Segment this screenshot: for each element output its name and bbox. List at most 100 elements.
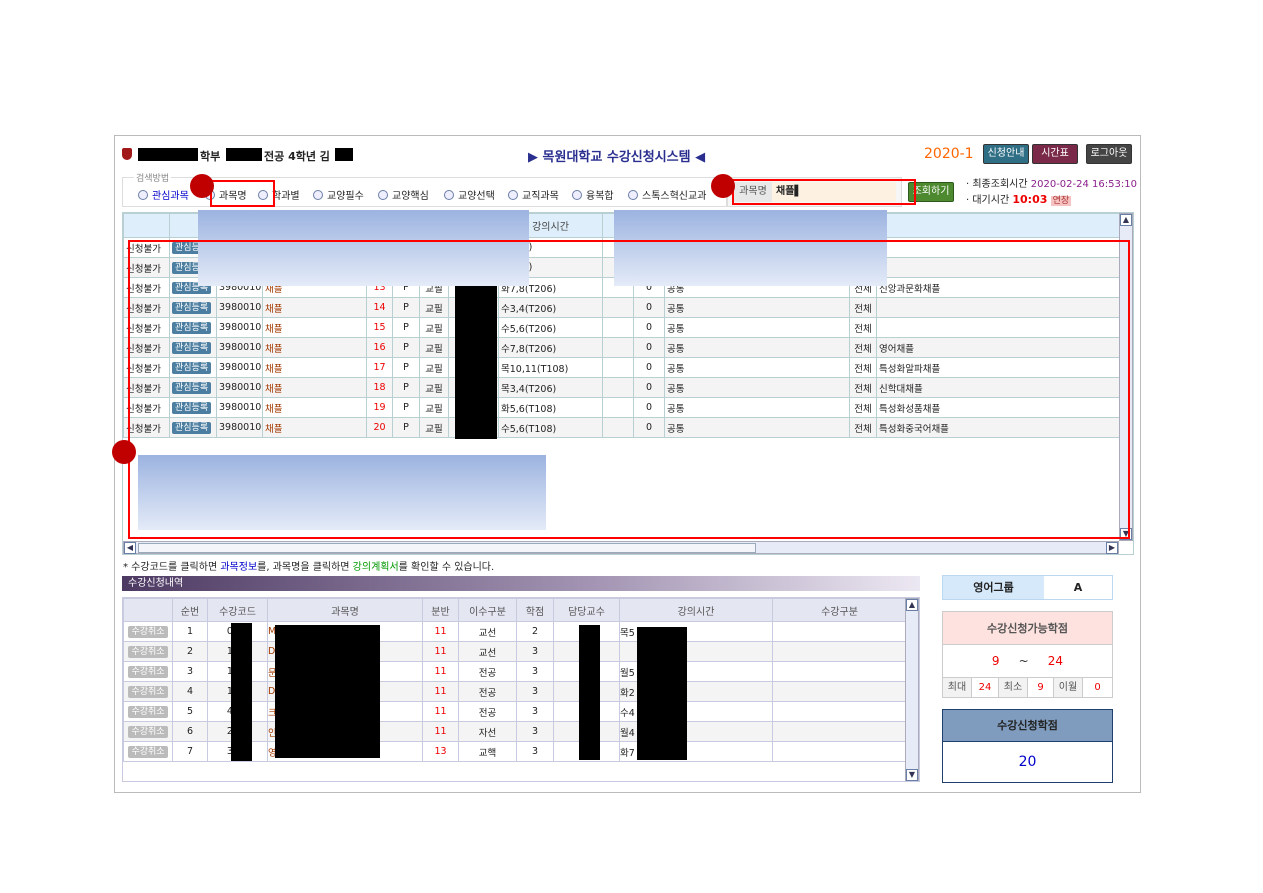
cell-text: 채플	[265, 303, 283, 315]
search-option[interactable]: 교양선택	[444, 187, 495, 202]
cell-text: 월5 )	[620, 667, 642, 679]
extend-button[interactable]: 연장	[1050, 196, 1072, 206]
cell-text: 교필	[425, 343, 443, 355]
interest-register-button[interactable]: 관심등록	[172, 361, 212, 374]
radio-icon[interactable]	[258, 190, 268, 200]
cell: 신청불가	[123, 297, 170, 318]
cell-text: 3980010	[219, 422, 262, 433]
v: 9	[1027, 678, 1053, 697]
l: 최소	[998, 678, 1027, 697]
cell: P	[392, 417, 420, 438]
search-option[interactable]: 교양필수	[313, 187, 364, 202]
table-row: 신청불가 관심등록 3980010 채플 19 P 교필 화5,6(T108) 0 공통 전체 특성화…	[123, 397, 1120, 418]
search-option[interactable]: 교직과목	[508, 187, 559, 202]
cell[interactable]: 채플	[262, 337, 367, 358]
cell: 수강취소	[123, 621, 173, 642]
cell[interactable]: 관심등록	[169, 417, 217, 438]
col-header: 강의시간	[619, 598, 773, 622]
cell: 영어채플	[876, 337, 1120, 358]
cell-text: P	[403, 422, 409, 433]
search-option[interactable]: 관심과목	[138, 187, 189, 202]
cell-text: 신청불가	[126, 403, 161, 415]
cell[interactable]: 관심등록	[169, 357, 217, 378]
guide-button[interactable]: 신청안내	[983, 144, 1029, 164]
scroll-up-icon[interactable]: ▲	[906, 599, 918, 611]
logout-button[interactable]: 로그아웃	[1086, 144, 1132, 164]
cell[interactable]: 3980010	[216, 377, 263, 398]
scroll-right-icon[interactable]: ▶	[1106, 542, 1118, 554]
cell[interactable]: 3980010	[216, 417, 263, 438]
cell[interactable]: 3980010	[216, 297, 263, 318]
interest-register-button[interactable]: 관심등록	[172, 301, 212, 314]
interest-register-button[interactable]: 관심등록	[172, 321, 212, 334]
cell: 목3,4(T206)	[498, 377, 603, 398]
cancel-course-button[interactable]: 수강취소	[128, 705, 168, 718]
cancel-course-button[interactable]: 수강취소	[128, 625, 168, 638]
cell[interactable]: 관심등록	[169, 297, 217, 318]
cell-text: 신청불가	[126, 283, 161, 295]
interest-register-button[interactable]: 관심등록	[172, 401, 212, 414]
cancel-course-button[interactable]: 수강취소	[128, 665, 168, 678]
timetable-button[interactable]: 시간표	[1032, 144, 1078, 164]
cell-text: 채플	[265, 283, 283, 295]
scroll-up-icon[interactable]: ▲	[1120, 214, 1132, 226]
radio-icon[interactable]	[378, 190, 388, 200]
cancel-course-button[interactable]: 수강취소	[128, 685, 168, 698]
redacted	[275, 625, 380, 758]
cell: 전공	[458, 661, 517, 682]
cell-text: 교필	[425, 363, 443, 375]
cell[interactable]: 채플	[262, 297, 367, 318]
radio-icon[interactable]	[444, 190, 454, 200]
scroll-down-icon[interactable]: ▼	[906, 769, 918, 781]
scroll-thumb[interactable]	[138, 543, 756, 553]
cell[interactable]: 관심등록	[169, 377, 217, 398]
radio-icon[interactable]	[138, 190, 148, 200]
cell-text: 11	[434, 686, 447, 697]
option-label: 과목명	[219, 191, 247, 202]
cell-text: 수5,6(T206)	[501, 323, 557, 335]
vertical-scrollbar[interactable]: ▲ ▼	[905, 598, 919, 781]
search-option[interactable]: 스톡스혁신교과	[628, 187, 706, 202]
cell[interactable]: 채플	[262, 417, 367, 438]
search-button[interactable]: 조회하기	[908, 182, 954, 202]
interest-register-button[interactable]: 관심등록	[172, 421, 212, 434]
radio-icon[interactable]	[313, 190, 323, 200]
cell-text: 3	[186, 666, 194, 677]
col-header: 담당교수	[553, 598, 620, 622]
search-option[interactable]: 융복합	[572, 187, 614, 202]
value: 2020-02-24 16:53:10	[1030, 179, 1137, 190]
cell: 2	[516, 621, 554, 642]
v: 24	[971, 678, 998, 697]
cancel-course-button[interactable]: 수강취소	[128, 725, 168, 738]
value: 10:03	[1012, 193, 1048, 206]
cell: 교필	[419, 417, 449, 438]
cell-text: 신학대채플	[879, 383, 923, 395]
cell: 교핵	[458, 741, 517, 762]
cell: 11	[422, 681, 459, 702]
cancel-course-button[interactable]: 수강취소	[128, 745, 168, 758]
radio-icon[interactable]	[508, 190, 518, 200]
radio-icon[interactable]	[572, 190, 582, 200]
cell[interactable]: 관심등록	[169, 337, 217, 358]
horizontal-scrollbar[interactable]: ◀ ▶	[123, 541, 1119, 554]
cell[interactable]: 관심등록	[169, 397, 217, 418]
cell-text: 신청불가	[126, 383, 161, 395]
course-name-input[interactable]: 채플▌	[772, 182, 896, 202]
cell-text: 문	[268, 667, 277, 679]
cell	[876, 257, 1120, 278]
interest-register-button[interactable]: 관심등록	[172, 381, 212, 394]
scroll-left-icon[interactable]: ◀	[124, 542, 136, 554]
cell-text: 교필	[425, 283, 443, 295]
page-title: ▶ 목원대학교 수강신청시스템 ◀	[528, 146, 705, 165]
search-option[interactable]: 학과별	[258, 187, 300, 202]
interest-register-button[interactable]: 관심등록	[172, 341, 212, 354]
v: 0	[1082, 678, 1112, 697]
radio-icon[interactable]	[628, 190, 638, 200]
cell[interactable]: 3980010	[216, 337, 263, 358]
cell-text: 0	[645, 282, 653, 293]
cancel-course-button[interactable]: 수강취소	[128, 645, 168, 658]
search-option[interactable]: 교양핵심	[378, 187, 429, 202]
cell-text: P	[403, 382, 409, 393]
highlight-box	[732, 179, 916, 205]
cell-text: P	[403, 282, 409, 293]
